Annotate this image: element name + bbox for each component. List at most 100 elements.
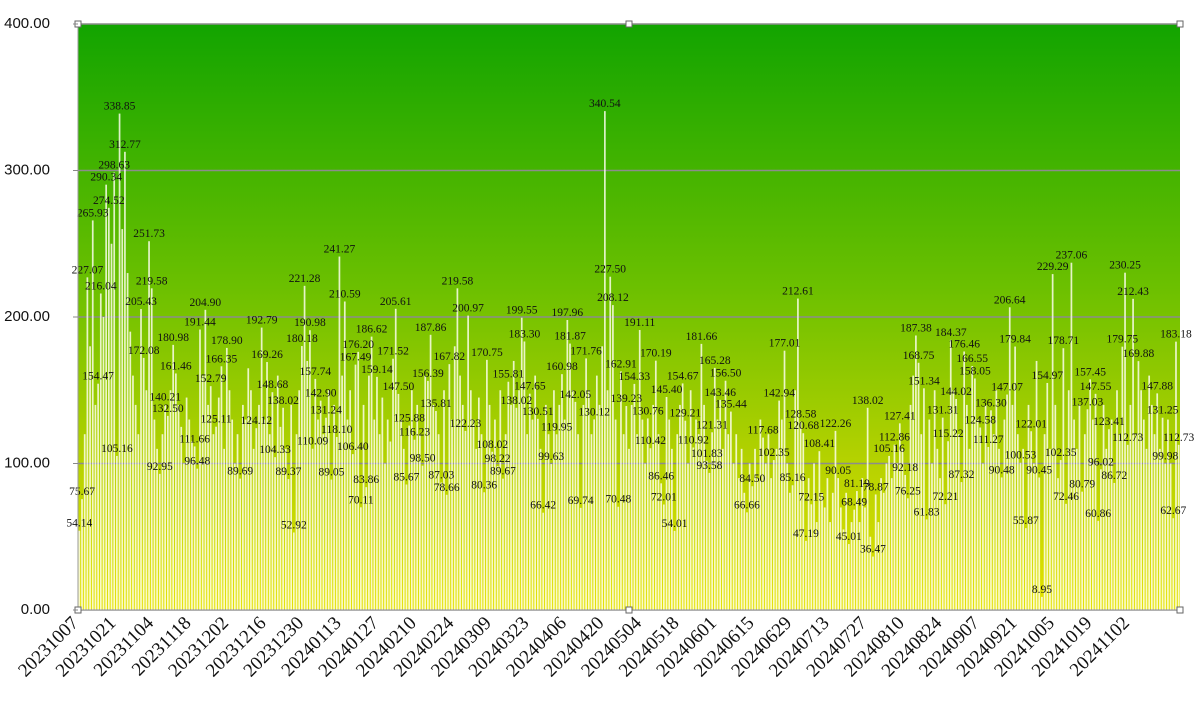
data-label: 230.25 [1109, 260, 1141, 272]
data-label: 145.40 [651, 384, 683, 396]
data-label: 119.95 [541, 421, 572, 433]
data-label: 138.02 [267, 395, 299, 407]
data-label: 89.67 [490, 466, 516, 478]
bar [1035, 360, 1038, 610]
bar [266, 362, 268, 610]
bar [909, 404, 912, 610]
handle [625, 606, 633, 614]
data-label: 90.48 [989, 464, 1015, 476]
bar [185, 397, 188, 610]
bar [874, 494, 877, 610]
bar [689, 390, 692, 610]
data-label: 210.59 [329, 288, 361, 300]
bar [301, 346, 303, 610]
bar [1129, 404, 1132, 610]
bar [813, 463, 815, 610]
bar [515, 407, 518, 610]
bar [826, 478, 829, 610]
bar [684, 420, 687, 610]
data-label: 180.98 [157, 332, 189, 344]
data-label: 187.38 [900, 322, 932, 334]
bar [376, 376, 378, 610]
bar [1142, 419, 1145, 610]
bar [362, 404, 365, 610]
data-label: 60.86 [1085, 508, 1111, 520]
bar [888, 455, 890, 610]
bar [590, 434, 593, 610]
bar [397, 393, 400, 610]
bar [625, 406, 628, 610]
bar [920, 434, 923, 610]
bar [944, 504, 947, 610]
bar [89, 346, 91, 610]
bar [1086, 409, 1089, 610]
bar [641, 419, 644, 610]
bar [94, 404, 97, 610]
bar [140, 309, 142, 610]
bar [488, 404, 491, 610]
bar [467, 315, 469, 610]
bar [1137, 361, 1140, 610]
data-label: 61.83 [914, 506, 940, 518]
data-label: 142.90 [305, 388, 337, 400]
data-label: 200.97 [452, 303, 484, 315]
bar [477, 397, 480, 610]
bar [823, 507, 826, 610]
bar [175, 373, 177, 610]
bar [1041, 596, 1043, 610]
bar [649, 448, 652, 610]
data-label: 87.32 [949, 469, 975, 481]
bar [177, 404, 180, 610]
bar [1089, 379, 1092, 610]
bar [386, 419, 389, 610]
bar [201, 375, 204, 610]
data-label: 110.92 [678, 435, 709, 447]
bar [91, 220, 94, 611]
bar [668, 419, 671, 610]
data-label: 108.02 [476, 439, 508, 451]
bar [284, 448, 287, 610]
bar [116, 455, 118, 610]
bar [1169, 463, 1172, 610]
data-label: 154.33 [619, 371, 651, 383]
data-label: 205.43 [125, 296, 157, 308]
data-label: 117.68 [747, 425, 778, 437]
data-label: 111.27 [973, 434, 1004, 446]
bar [124, 151, 126, 611]
data-label: 89.37 [276, 466, 302, 478]
bar [459, 375, 461, 610]
bar [134, 404, 137, 610]
bar [180, 426, 183, 610]
data-label: 112.73 [1163, 432, 1194, 444]
bar [740, 448, 743, 610]
data-label: 221.28 [289, 273, 321, 285]
data-label: 130.51 [522, 406, 554, 418]
bar [258, 404, 260, 610]
bar [255, 428, 258, 610]
data-label: 140.21 [149, 392, 181, 404]
bar [1073, 419, 1075, 610]
data-label: 138.02 [852, 395, 884, 407]
bar [764, 463, 767, 610]
bar [1134, 434, 1137, 610]
data-label: 171.52 [377, 346, 409, 358]
bar [282, 407, 284, 610]
data-label: 84.50 [739, 473, 765, 485]
bar [1067, 390, 1070, 610]
data-label: 192.79 [246, 315, 278, 327]
data-label: 102.35 [1045, 447, 1077, 459]
bar [732, 463, 735, 610]
bar [408, 425, 410, 610]
data-label: 130.76 [632, 405, 664, 417]
bar [1046, 382, 1049, 610]
bar [947, 441, 949, 610]
bar [834, 430, 837, 610]
data-label: 178.90 [211, 335, 243, 347]
data-label: 112.86 [879, 432, 910, 444]
data-label: 148.68 [257, 379, 289, 391]
data-label: 90.45 [1026, 464, 1052, 476]
bar [679, 404, 681, 610]
bar [982, 463, 984, 610]
bar [1161, 417, 1164, 610]
